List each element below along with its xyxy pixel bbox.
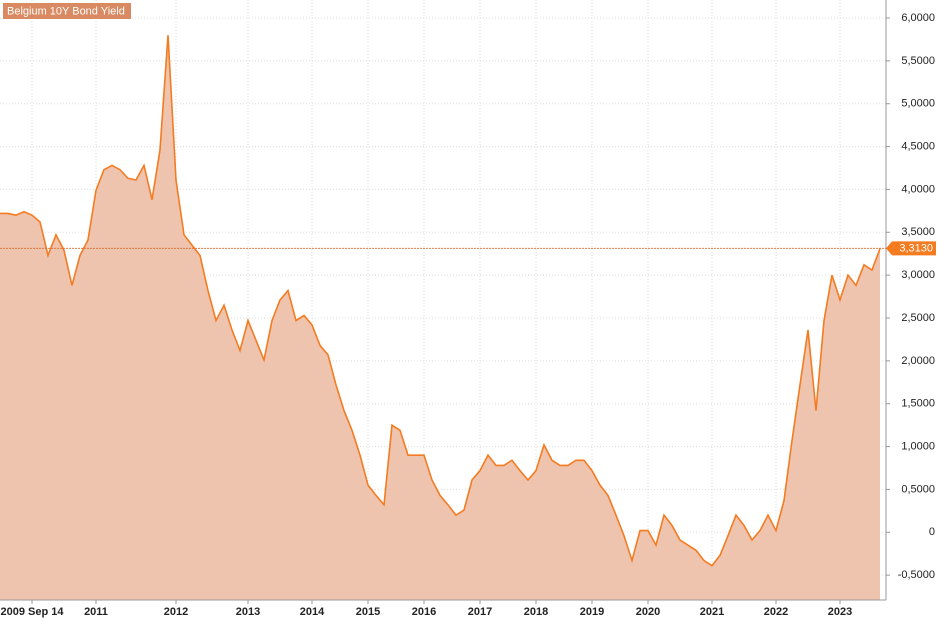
- x-tick-label: 2013: [236, 606, 260, 618]
- x-tick-label: 2014: [300, 606, 325, 618]
- last-value-label: 3,3130: [899, 243, 933, 255]
- y-tick-label: 5,5000: [901, 55, 935, 67]
- plot: [0, 35, 881, 600]
- x-tick-label: 2022: [764, 606, 788, 618]
- x-tick-label: 2023: [828, 606, 852, 618]
- x-tick-label: 2019: [580, 606, 604, 618]
- last-value-tag: [886, 241, 936, 256]
- y-tick-label: 1,0000: [901, 440, 935, 452]
- y-tick-label: 2,5000: [901, 312, 935, 324]
- area: [0, 35, 880, 600]
- y-tick-label: 1,5000: [901, 398, 935, 410]
- y-tick-label: 4,5000: [901, 140, 935, 152]
- chart-title: Belgium 10Y Bond Yield: [7, 5, 125, 17]
- y-tick-label: 6,0000: [901, 12, 935, 24]
- x-tick-label: 2009 Sep 14: [1, 606, 65, 618]
- x-tick-label: 2011: [84, 606, 108, 618]
- x-tick-label: 2021: [700, 606, 724, 618]
- title-box: [3, 3, 131, 19]
- x-tick-label: 2012: [164, 606, 188, 618]
- y-tick-label: 0,5000: [901, 483, 935, 495]
- y-tick-label: -0,5000: [898, 569, 935, 581]
- y-tick-label: 4,0000: [901, 183, 935, 195]
- y-tick-label: 0: [929, 526, 935, 538]
- line: [0, 35, 881, 567]
- y-tick-label: 5,0000: [901, 98, 935, 110]
- x-tick-label: 2016: [412, 606, 436, 618]
- x-tick-label: 2017: [468, 606, 492, 618]
- y-tick-label: 3,0000: [901, 269, 935, 281]
- y-tick-label: 3,5000: [901, 226, 935, 238]
- y-tick-label: 2,0000: [901, 355, 935, 367]
- x-tick-label: 2018: [524, 606, 548, 618]
- x-tick-label: 2020: [636, 606, 660, 618]
- x-tick-label: 2015: [356, 606, 380, 618]
